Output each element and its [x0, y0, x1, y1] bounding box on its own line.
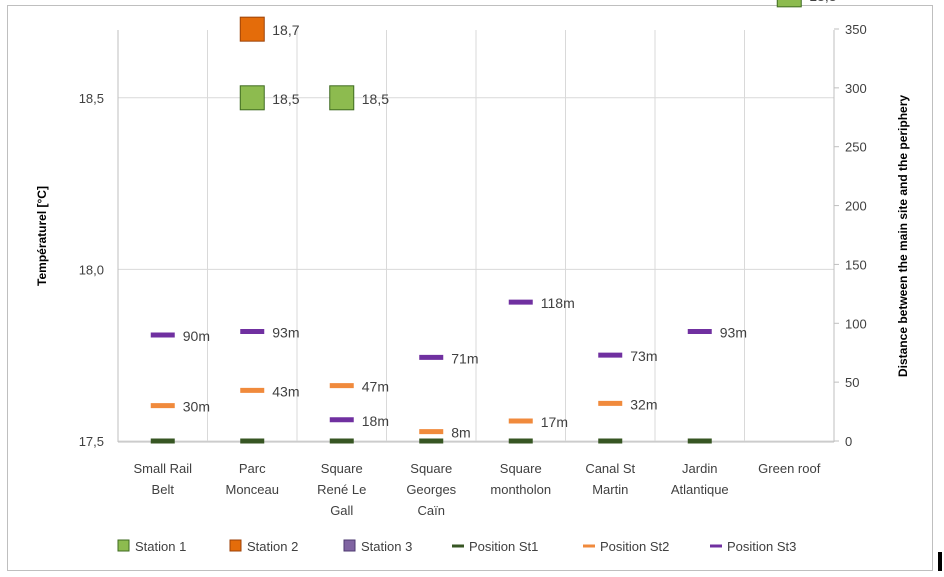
x-category-label: Martin [592, 482, 628, 497]
data-labels: 19,318,518,518,919,019,519,318,819,618,7… [183, 0, 837, 441]
y-right-tick-label: 50 [845, 375, 859, 390]
position-value-label: 8m [451, 425, 470, 441]
position-value-label: 71m [451, 350, 478, 366]
legend: Station 1 Station 2 Station 3 Position St1 P… [118, 539, 796, 554]
y-left-tick-label: 17,5 [79, 434, 104, 449]
station-marker [240, 17, 264, 41]
y-right-tick-label: 200 [845, 199, 867, 214]
grid [118, 0, 834, 442]
x-category-label: Monceau [226, 482, 279, 497]
legend-entry-label: Position St1 [469, 539, 538, 554]
station-value-label: 18,7 [272, 22, 299, 38]
position-value-label: 93m [272, 325, 299, 341]
y-right-tick-label: 350 [845, 22, 867, 37]
legend-entry-label: Station 3 [361, 539, 412, 554]
y-right-axis-title: Distance between the main site and the p… [896, 95, 910, 377]
y-right-tick-label: 250 [845, 140, 867, 155]
y-right-tick-label: 0 [845, 434, 852, 449]
x-category-label: Belt [152, 482, 175, 497]
y-left-tick-label: 18,5 [79, 91, 104, 106]
x-category-label: montholon [490, 482, 551, 497]
legend-swatch [230, 540, 241, 551]
station-marker [330, 86, 354, 110]
x-category-label: Georges [406, 482, 456, 497]
legend-swatch [118, 540, 129, 551]
station-value-label: 18,5 [272, 91, 299, 107]
position-value-label: 30m [183, 399, 210, 415]
y-left-axis-title: Températurel [°C] [35, 186, 49, 286]
x-category-label: Parc [239, 461, 266, 476]
station-marker [240, 86, 264, 110]
position-value-label: 47m [362, 379, 389, 395]
position-value-label: 90m [183, 328, 210, 344]
station-value-label: 18,8 [809, 0, 836, 4]
y-right-tick-label: 150 [845, 257, 867, 272]
legend-entry-label: Station 2 [247, 539, 298, 554]
legend-swatch [344, 540, 355, 551]
station-marker [777, 0, 801, 7]
position-value-label: 32m [630, 396, 657, 412]
y-left-tick-label: 18,0 [79, 262, 104, 277]
legend-entry-label: Position St2 [600, 539, 669, 554]
legend-entry-label: Station 1 [135, 539, 186, 554]
position-value-label: 18m [362, 413, 389, 429]
x-category-label: Square [500, 461, 542, 476]
position-value-label: 93m [720, 325, 747, 341]
x-category-label: Square [410, 461, 452, 476]
x-category-label: Small Rail [133, 461, 192, 476]
x-category-label: Jardin [682, 461, 717, 476]
station-value-label: 18,5 [362, 91, 389, 107]
position-value-label: 43m [272, 383, 299, 399]
x-category-label: Green roof [758, 461, 821, 476]
y-right-tick-label: 100 [845, 316, 867, 331]
x-category-label: Atlantique [671, 482, 729, 497]
x-category-label: René Le [317, 482, 366, 497]
legend-entry-label: Position St3 [727, 539, 796, 554]
x-category-label: Gall [330, 503, 353, 518]
position-value-label: 17m [541, 414, 568, 430]
x-category-label: Square [321, 461, 363, 476]
text-cursor [938, 552, 942, 571]
position-value-label: 118m [541, 295, 575, 311]
y-right-tick-label: 300 [845, 81, 867, 96]
x-category-label: Caïn [418, 503, 445, 518]
position-value-label: 73m [630, 348, 657, 364]
x-category-label: Canal St [585, 461, 635, 476]
